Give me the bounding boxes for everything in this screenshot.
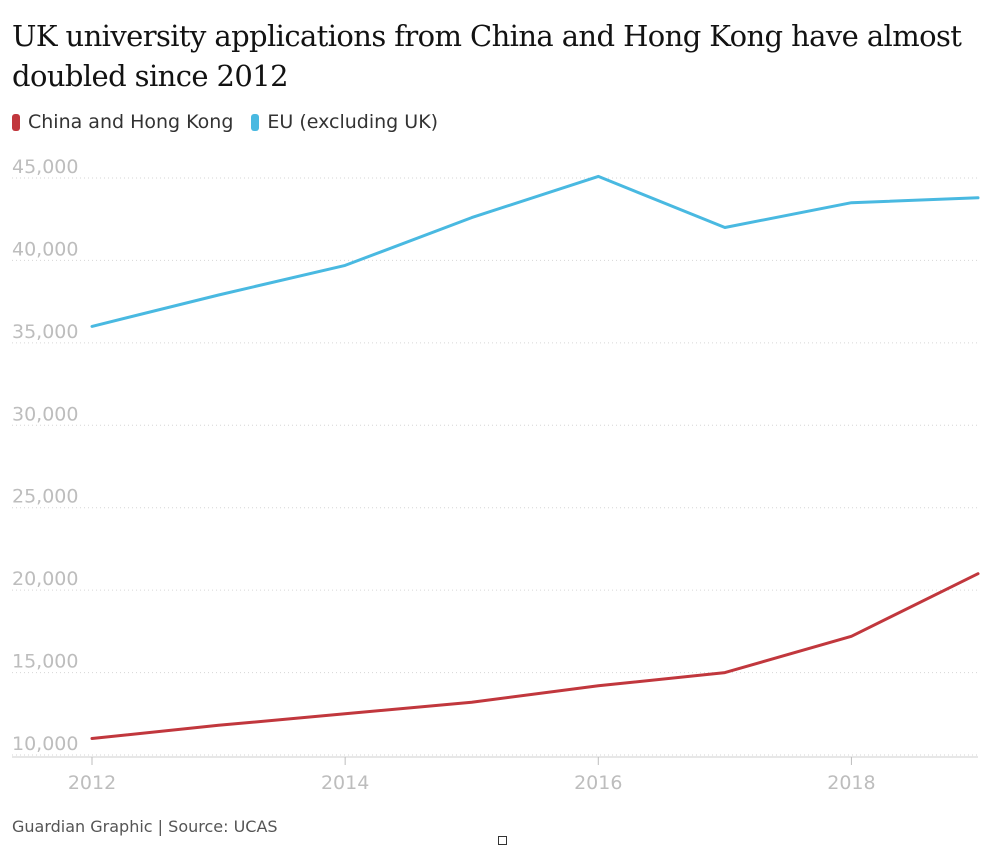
y-tick-label: 30,000 — [12, 403, 78, 425]
x-tick-label: 2018 — [827, 772, 875, 794]
line-chart: 10,000 15,000 20,000 25,000 30,000 35,000 40,0… — [12, 156, 980, 794]
legend-label-eu: EU (excluding UK) — [267, 111, 439, 133]
series-line-eu-excluding-uk — [90, 174, 980, 328]
legend-item-eu: EU (excluding UK) — [251, 111, 438, 133]
y-tick-label: 40,000 — [12, 238, 78, 260]
y-tick-label: 35,000 — [12, 321, 78, 343]
legend-item-china: China and Hong Kong — [12, 111, 233, 133]
y-tick-label: 15,000 — [12, 651, 78, 673]
chart-title: UK university applications from China an… — [12, 19, 962, 93]
series-line-china-hong-kong — [90, 572, 980, 740]
legend-label-china: China and Hong Kong — [28, 111, 234, 133]
x-tick-label: 2014 — [321, 772, 369, 794]
y-tick-label: 25,000 — [12, 486, 78, 508]
x-tick-label: 2012 — [68, 772, 116, 794]
legend-swatch-china — [12, 113, 20, 131]
legend-swatch-eu — [251, 113, 260, 131]
y-tick-label: 20,000 — [12, 568, 78, 590]
x-tick-label: 2016 — [574, 772, 622, 794]
source-credit: Guardian Graphic | Source: UCAS — [12, 817, 278, 836]
legend: China and Hong Kong EU (excluding UK) — [12, 111, 456, 133]
y-tick-label: 10,000 — [12, 733, 78, 755]
y-tick-label: 45,000 — [12, 156, 78, 178]
